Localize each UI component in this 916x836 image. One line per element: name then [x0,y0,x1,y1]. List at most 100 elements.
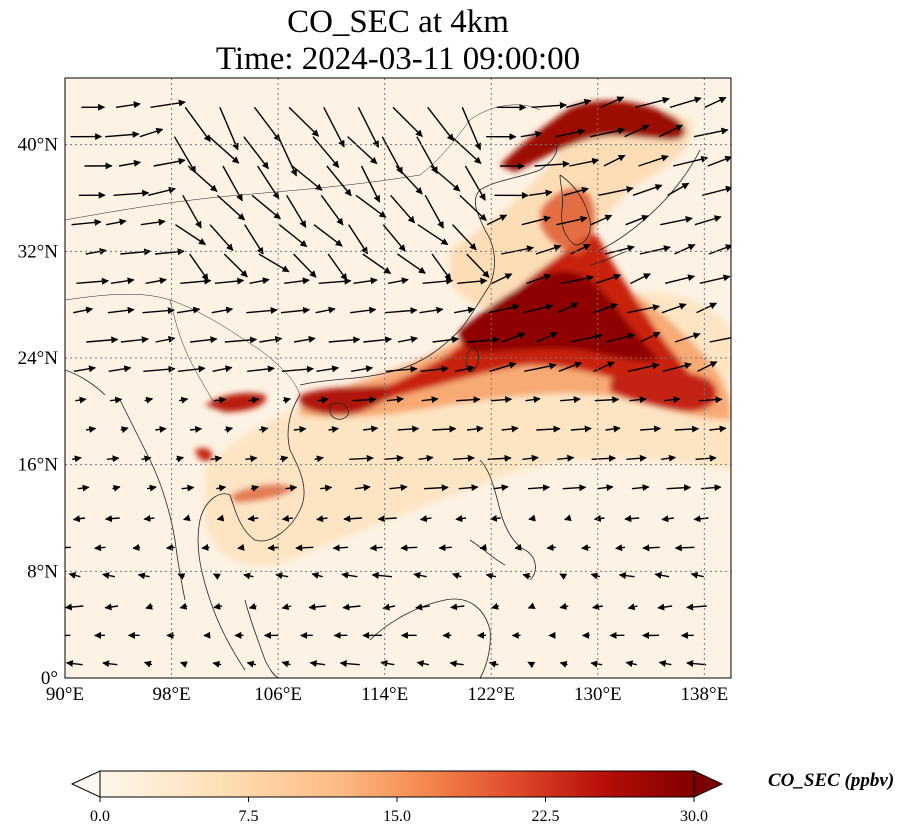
map-panel[interactable] [53,78,742,678]
wind-arrow [320,194,344,226]
wind-arrow [318,277,352,285]
wind-arrow [597,484,614,492]
wind-arrow [363,425,379,433]
wind-arrow [132,543,141,551]
wind-arrow [628,362,660,373]
wind-arrow [362,253,392,274]
x-tick-label: 130°E [574,684,622,705]
wind-arrow [564,514,572,522]
wind-arrow [661,303,687,314]
wind-arrow [112,484,121,492]
wind-arrow [654,571,670,579]
wind-arrow [280,306,311,314]
wind-arrow [73,365,96,373]
colorbar: 0.0 7.5 15.0 22.5 30.0 [70,770,724,825]
wind-arrow [559,661,568,668]
wind-arrow [708,244,731,255]
wind-arrow [120,426,129,434]
wind-arrow [640,331,661,343]
wind-arrow [348,224,369,255]
wind-arrow [615,544,626,552]
wind-arrow [603,154,626,167]
wind-arrow [421,396,439,404]
latitude-ticks: 0° 8°N 16°N 24°N 32°N 40°N [18,135,59,689]
wind-arrow [657,603,673,611]
wind-arrow [449,660,464,668]
wind-arrow [350,306,377,314]
wind-arrow [183,514,191,522]
wind-arrow [490,396,513,404]
coastline-korea [559,174,591,246]
wind-arrow [104,515,120,523]
plume-east-pacific [610,370,718,412]
wind-arrow [288,106,320,137]
coastline-borneo [369,598,491,678]
wind-arrow [201,543,210,551]
wind-arrow [455,515,467,522]
wind-arrow [427,106,455,142]
wind-arrow [560,396,581,404]
x-tick-label: 122°E [467,684,515,705]
wind-arrow [177,573,186,580]
x-tick-label: 138°E [681,684,729,705]
wind-arrow [147,186,176,197]
colorbar-bar [99,770,695,798]
wind-arrow [590,660,603,668]
wind-arrow [180,277,212,285]
wind-arrow [144,396,154,404]
wind-arrow [143,365,176,373]
wind-arrow [570,333,603,343]
wind-arrow [142,307,175,315]
wind-arrow [697,361,718,372]
wind-arrow [686,603,707,611]
wind-arrow [525,396,541,404]
y-tick-label: 8°N [27,561,58,582]
wind-arrow [674,544,695,552]
wind-arrow [175,224,207,246]
wind-arrow [458,484,479,492]
wind-arrow [660,454,677,462]
wind-arrow [179,661,188,668]
wind-arrow [666,484,692,492]
y-tick-label: 16°N [18,455,59,476]
wind-arrow [385,365,418,373]
wind-arrow [570,243,591,255]
wind-arrow [590,214,613,226]
wind-arrow [326,165,352,197]
wind-arrow [589,127,626,138]
wind-arrow [179,602,188,610]
wind-arrow [332,544,348,552]
wind-arrow [282,396,292,404]
wind-arrow [353,277,378,285]
y-tick-label: 24°N [18,348,59,369]
wind-arrow [459,194,487,222]
wind-arrow [594,396,620,404]
wind-arrow [120,336,149,344]
wind-arrow [570,425,592,433]
wind-arrow [523,303,554,314]
y-tick-label: 32°N [18,241,59,262]
wind-arrow [454,306,476,314]
wind-vector-field [65,96,731,669]
wind-arrow [110,277,135,285]
wind-arrow [618,572,635,580]
wind-arrow [140,218,166,226]
wind-arrow [175,455,185,463]
wind-arrow [317,396,329,404]
wind-arrow [106,218,127,226]
wind-arrow [529,189,553,197]
wind-arrow [453,454,475,462]
wind-arrow [605,425,621,433]
wind-arrow [558,361,583,372]
y-tick-label: 0° [41,668,58,689]
colorbar-extend-max [693,770,724,798]
wind-arrow [316,515,328,523]
wind-arrow [640,425,662,433]
wind-arrow [155,425,167,433]
wind-arrow [118,159,142,167]
wind-arrow [424,484,449,492]
wind-arrow [673,155,709,167]
wind-arrow [709,337,731,343]
wind-arrow [381,136,403,175]
